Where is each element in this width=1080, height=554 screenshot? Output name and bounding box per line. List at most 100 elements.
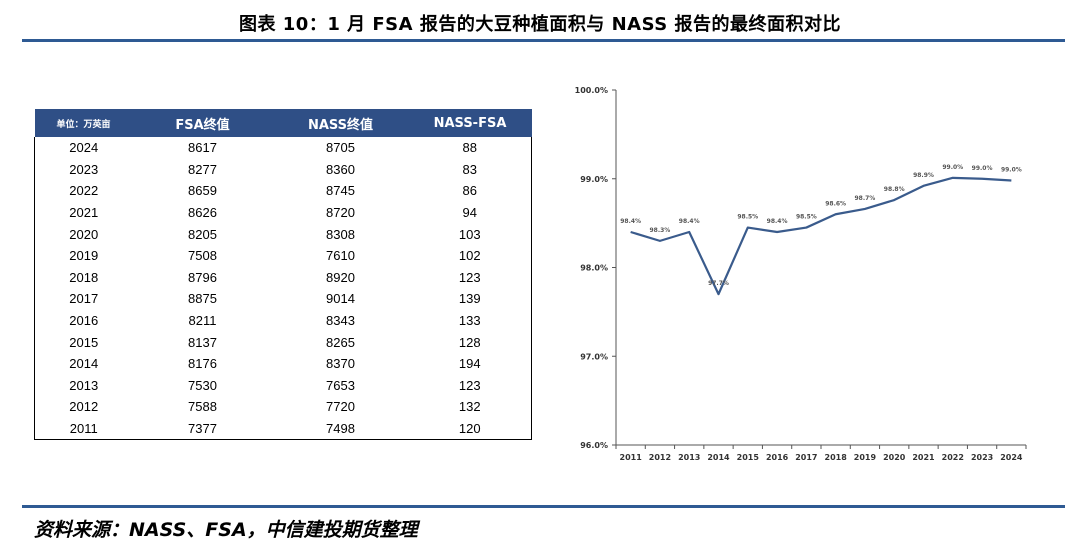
cell-fsa: 8277	[188, 161, 217, 177]
cell-year: 2014	[69, 356, 99, 372]
table-row: 2014 8176 8370 194	[35, 353, 532, 375]
table-row: 2019 7508 7610 102	[35, 245, 532, 267]
x-tick-label: 2020	[883, 453, 906, 462]
cell-diff: 86	[462, 183, 477, 199]
series-line	[630, 176, 1012, 296]
cell-nass: 8370	[326, 356, 355, 372]
x-tick-label: 2024	[1000, 453, 1023, 462]
data-label: 98.5%	[737, 214, 758, 221]
data-label: 97.7%	[708, 280, 729, 287]
cell-fsa: 7377	[188, 421, 217, 437]
cell-fsa: 7530	[188, 377, 217, 393]
table-row: 2022 8659 8745 86	[35, 180, 532, 202]
cell-diff: 128	[458, 334, 481, 350]
cell-year: 2024	[69, 140, 99, 156]
cell-fsa: 8137	[188, 334, 217, 350]
x-tick-label: 2017	[795, 453, 817, 462]
cell-fsa: 8659	[188, 183, 217, 199]
cell-nass: 8705	[326, 140, 355, 156]
cell-diff: 102	[458, 248, 481, 264]
cell-nass: 8745	[326, 183, 355, 199]
y-tick-label: 97.0%	[580, 352, 608, 361]
x-tick-label: 2014	[707, 453, 730, 462]
cell-diff: 83	[462, 161, 477, 177]
cell-year: 2012	[69, 399, 99, 415]
data-label: 98.6%	[825, 200, 846, 207]
x-tick-label: 2016	[766, 453, 789, 462]
header-nass: NASS终值	[272, 109, 409, 137]
x-tick-label: 2021	[912, 453, 935, 462]
cell-nass: 7653	[326, 377, 355, 393]
cell-year: 2023	[69, 161, 99, 177]
source-note: 资料来源：NASS、FSA，中信建投期货整理	[34, 519, 418, 541]
table-row: 2020 8205 8308 103	[35, 223, 532, 245]
cell-fsa: 8176	[188, 356, 217, 372]
cell-fsa: 7508	[188, 248, 217, 264]
x-tick-label: 2015	[737, 453, 760, 462]
table-row: 2013 7530 7653 123	[35, 375, 532, 397]
cell-year: 2019	[69, 248, 99, 264]
table-row: 2018 8796 8920 123	[35, 267, 532, 289]
cell-year: 2022	[69, 183, 99, 199]
x-tick-label: 2013	[678, 453, 700, 462]
cell-year: 2011	[69, 421, 98, 437]
cell-year: 2020	[69, 226, 99, 242]
cell-diff: 133	[458, 313, 481, 329]
table-row: 2012 7588 7720 132	[35, 396, 532, 418]
data-label: 98.7%	[855, 195, 876, 202]
cell-nass: 8360	[326, 161, 355, 177]
table-row: 2024 8617 8705 88	[35, 137, 532, 159]
cell-nass: 8920	[326, 269, 355, 285]
cell-fsa: 8211	[188, 313, 217, 329]
y-tick-label: 99.0%	[580, 175, 608, 184]
top-rule	[22, 39, 1065, 42]
cell-diff: 103	[458, 226, 481, 242]
cell-fsa: 8796	[188, 269, 217, 285]
cell-nass: 7610	[326, 248, 355, 264]
x-tick-label: 2011	[620, 453, 643, 462]
cell-nass: 7720	[326, 399, 355, 415]
header-unit: 单位：万英亩	[34, 109, 133, 137]
x-tick-label: 2022	[942, 453, 964, 462]
data-label: 99.0%	[942, 164, 963, 171]
cell-diff: 139	[458, 291, 481, 307]
cell-fsa: 8875	[188, 291, 217, 307]
cell-diff: 123	[458, 377, 481, 393]
table-row: 2016 8211 8343 133	[35, 310, 532, 332]
table-row: 2021 8626 8720 94	[35, 202, 532, 224]
cell-diff: 120	[458, 421, 481, 437]
cell-nass: 8308	[326, 226, 355, 242]
cell-diff: 94	[462, 205, 477, 221]
cell-year: 2017	[69, 291, 99, 307]
data-label: 98.3%	[650, 227, 671, 234]
data-label: 98.4%	[679, 218, 700, 225]
line-chart: 96.0% 97.0% 98.0% 99.0% 100.0% 2011 2012 2013 20…	[575, 86, 1027, 462]
data-label: 99.0%	[1001, 167, 1022, 174]
x-tick-label: 2019	[854, 453, 877, 462]
y-tick-label: 100.0%	[575, 86, 608, 95]
table-row: 2023 8277 8360 83	[35, 159, 532, 181]
cell-fsa: 8626	[188, 205, 217, 221]
cell-nass: 8265	[326, 334, 355, 350]
cell-fsa: 8205	[188, 226, 217, 242]
cell-fsa: 8617	[188, 140, 217, 156]
table-row: 2015 8137 8265 128	[35, 331, 532, 353]
cell-diff: 132	[458, 399, 481, 415]
cell-year: 2015	[69, 334, 99, 350]
cell-nass: 8720	[326, 205, 355, 221]
cell-nass: 8343	[326, 313, 355, 329]
data-label: 98.5%	[796, 214, 817, 221]
data-label: 98.4%	[767, 218, 788, 225]
cell-year: 2013	[69, 377, 99, 393]
x-tick-label: 2018	[825, 453, 848, 462]
table-row: 2011 7377 7498 120	[35, 418, 532, 440]
table-header-row: 单位：万英亩 FSA终值 NASS终值 NASS-FSA	[34, 109, 532, 137]
data-label: 98.4%	[620, 218, 641, 225]
x-tick-label: 2023	[971, 453, 993, 462]
cell-nass: 7498	[326, 421, 355, 437]
data-label: 98.8%	[884, 186, 905, 193]
cell-diff: 88	[462, 140, 477, 156]
data-table: 单位：万英亩 FSA终值 NASS终值 NASS-FSA 2024 8617 870…	[34, 109, 532, 440]
table-row: 2017 8875 9014 139	[35, 288, 532, 310]
cell-diff: 194	[458, 356, 481, 372]
